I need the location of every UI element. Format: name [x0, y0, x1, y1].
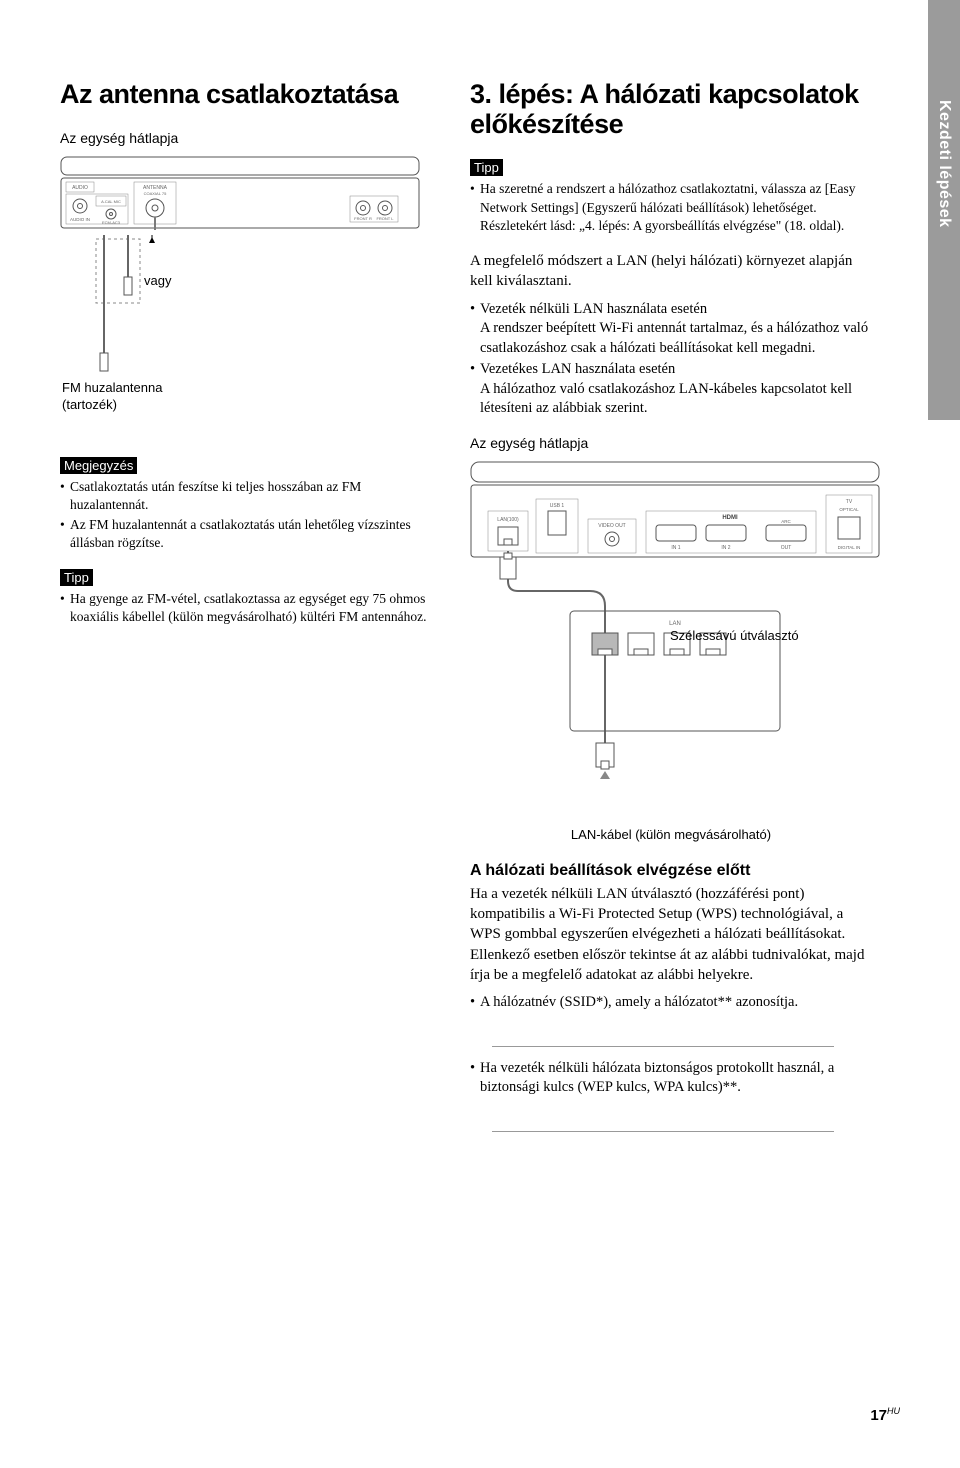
- svg-text:ARC: ARC: [781, 519, 791, 524]
- port-label: AUDIO: [72, 185, 88, 191]
- wps-paragraph: Ha a vezeték nélküli LAN útválasztó (hoz…: [470, 884, 872, 985]
- top-tip-item: Ha szeretné a rendszert a hálózathoz csa…: [470, 180, 872, 235]
- lan-option-item: Vezetékes LAN használata esetén A hálóza…: [470, 360, 872, 419]
- svg-text:IN 1: IN 1: [671, 545, 680, 551]
- fm-antenna-caption: FM huzalantenna (tartozék): [62, 380, 162, 414]
- svg-text:TV: TV: [846, 499, 853, 505]
- right-column: 3. lépés: A hálózati kapcsolatok előkész…: [470, 80, 900, 1144]
- svg-text:AUDIO IN: AUDIO IN: [70, 217, 90, 222]
- note-item: Az FM huzalantennát a csatlakoztatás utá…: [60, 516, 440, 552]
- tip-badge-right: Tipp: [470, 159, 503, 176]
- side-chapter-tab: Kezdeti lépések: [928, 0, 960, 420]
- intro-paragraph: A megfelelő módszert a LAN (helyi hálóza…: [470, 251, 872, 292]
- final-bullet-item: A hálózatnév (SSID*), amely a hálózatot*…: [470, 993, 872, 1013]
- svg-text:A.CAL MIC: A.CAL MIC: [101, 199, 121, 204]
- svg-text:FRONT L: FRONT L: [376, 216, 394, 221]
- svg-text:LAN: LAN: [669, 621, 681, 627]
- tips-list-left: Ha gyenge az FM-vétel, csatlakoztassa az…: [60, 590, 440, 626]
- final-bullets-2: Ha vezeték nélküli hálózata biztonságos …: [470, 1059, 872, 1098]
- rear-panel-label-right: Az egység hátlapja: [470, 435, 872, 451]
- top-tip-list: Ha szeretné a rendszert a hálózathoz csa…: [470, 180, 872, 235]
- svg-text:LAN(100): LAN(100): [497, 517, 519, 523]
- rear-panel-label-left: Az egység hátlapja: [60, 130, 440, 146]
- left-heading: Az antenna csatlakoztatása: [60, 80, 440, 110]
- note-badge: Megjegyzés: [60, 457, 137, 474]
- router-caption: Szélessávú útválasztó: [670, 628, 872, 643]
- final-bullet-item: Ha vezeték nélküli hálózata biztonságos …: [470, 1059, 872, 1098]
- lan-options-list: Vezeték nélküli LAN használata esetén A …: [470, 300, 872, 419]
- final-bullets: A hálózatnév (SSID*), amely a hálózatot*…: [470, 993, 872, 1013]
- right-heading: 3. lépés: A hálózati kapcsolatok előkész…: [470, 80, 872, 139]
- side-chapter-label: Kezdeti lépések: [935, 100, 953, 228]
- svg-text:ECM-AC3: ECM-AC3: [102, 220, 121, 225]
- svg-text:USB 1: USB 1: [550, 503, 565, 509]
- svg-text:COAXIAL 75: COAXIAL 75: [144, 191, 168, 196]
- svg-text:DIGITAL IN: DIGITAL IN: [838, 545, 861, 550]
- svg-text:HDMI: HDMI: [722, 515, 738, 521]
- page-number: 17HU: [870, 1406, 900, 1424]
- page-content: Az antenna csatlakoztatása Az egység hát…: [0, 0, 960, 1184]
- lan-option-item: Vezeték nélküli LAN használata esetén A …: [470, 300, 872, 359]
- svg-text:OUT: OUT: [781, 545, 792, 551]
- lan-cable-caption: LAN-kábel (külön megvásárolható): [470, 827, 872, 842]
- left-column: Az antenna csatlakoztatása Az egység hát…: [60, 80, 440, 1144]
- svg-text:IN 2: IN 2: [721, 545, 730, 551]
- svg-text:VIDEO OUT: VIDEO OUT: [598, 523, 626, 529]
- write-in-line-key: [492, 1114, 834, 1132]
- or-label: vagy: [144, 273, 171, 288]
- antenna-wire-diagram: vagy FM huzalantenna (tartozék): [60, 235, 440, 445]
- subheading-before-settings: A hálózati beállítások elvégzése előtt: [470, 862, 872, 880]
- svg-text:FRONT R: FRONT R: [354, 216, 372, 221]
- svg-text:OPTICAL: OPTICAL: [839, 507, 859, 512]
- note-item: Csatlakoztatás után feszítse ki teljes h…: [60, 478, 440, 514]
- write-in-line-ssid: [492, 1029, 834, 1047]
- tip-item: Ha gyenge az FM-vétel, csatlakoztassa az…: [60, 590, 440, 626]
- tip-badge-left: Tipp: [60, 569, 93, 586]
- rear-panel-diagram-left: AUDIO AUDIO IN A.CAL MIC ECM-AC3 ANTENNA…: [60, 156, 420, 230]
- notes-list: Csatlakoztatás után feszítse ki teljes h…: [60, 478, 440, 553]
